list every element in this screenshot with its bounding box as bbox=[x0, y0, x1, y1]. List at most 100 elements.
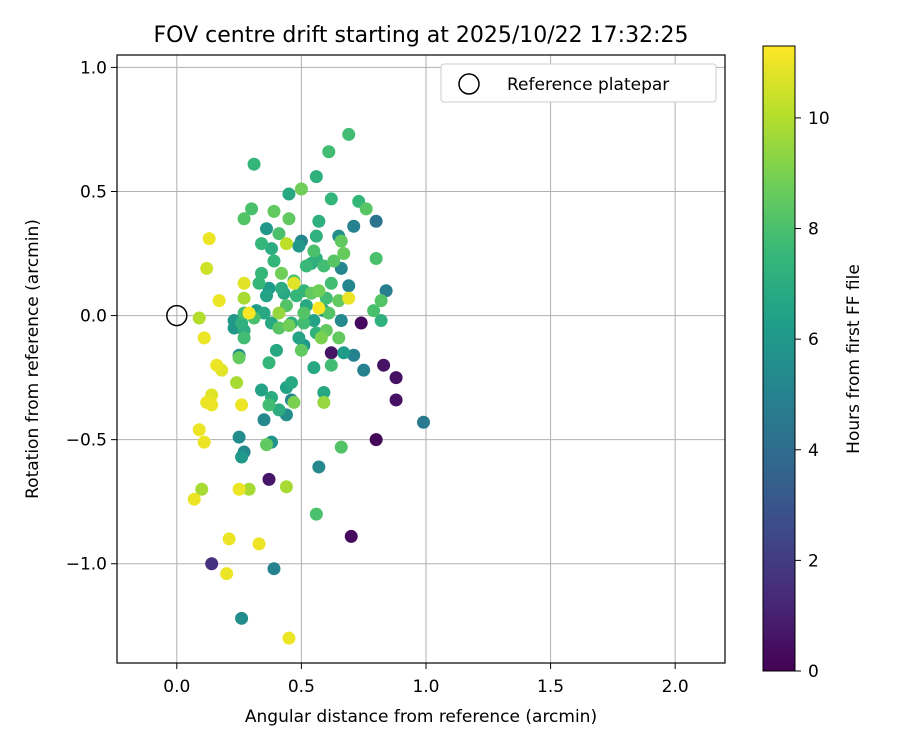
data-point bbox=[282, 318, 296, 332]
data-point bbox=[334, 234, 348, 248]
data-point bbox=[260, 222, 274, 236]
data-point bbox=[242, 306, 256, 320]
data-point bbox=[307, 314, 321, 328]
colorbar bbox=[762, 45, 796, 672]
data-point bbox=[312, 214, 326, 228]
data-point bbox=[212, 294, 226, 308]
colorbar-tick-label: 6 bbox=[808, 330, 819, 350]
data-point bbox=[309, 229, 323, 243]
data-point bbox=[274, 266, 288, 280]
data-point bbox=[297, 306, 311, 320]
data-point bbox=[369, 433, 383, 447]
x-tick-label: 0.5 bbox=[288, 677, 315, 697]
data-point bbox=[292, 239, 306, 253]
data-point bbox=[237, 276, 251, 290]
data-point bbox=[337, 346, 351, 360]
data-point bbox=[309, 507, 323, 521]
data-point bbox=[317, 259, 331, 273]
data-point bbox=[222, 532, 236, 546]
data-point bbox=[342, 127, 356, 141]
data-point bbox=[389, 393, 403, 407]
data-point bbox=[237, 291, 251, 305]
data-point bbox=[262, 356, 276, 370]
colorbar-label: Hours from first FF file bbox=[844, 264, 864, 454]
reference-point bbox=[166, 304, 188, 327]
data-point bbox=[312, 284, 326, 298]
data-point bbox=[347, 219, 361, 233]
legend-reference-marker bbox=[458, 73, 480, 95]
data-point bbox=[344, 529, 358, 543]
data-point bbox=[272, 306, 286, 320]
data-point bbox=[210, 358, 224, 372]
data-point bbox=[192, 311, 206, 325]
data-point bbox=[282, 631, 296, 645]
data-point bbox=[284, 376, 298, 390]
x-axis-label: Angular distance from reference (arcmin) bbox=[245, 707, 597, 727]
data-point bbox=[299, 259, 313, 273]
data-point bbox=[262, 398, 276, 412]
data-point bbox=[200, 261, 214, 275]
reference-marker bbox=[166, 304, 188, 327]
legend-label: Reference platepar bbox=[507, 75, 669, 95]
data-point bbox=[389, 371, 403, 385]
data-point bbox=[272, 227, 286, 241]
plot-frame bbox=[116, 54, 726, 664]
data-point bbox=[374, 294, 388, 308]
data-point bbox=[324, 276, 338, 290]
y-tick-label: 0.5 bbox=[80, 182, 107, 202]
data-point bbox=[237, 212, 251, 226]
scatter-points bbox=[187, 127, 430, 645]
data-point bbox=[267, 562, 281, 576]
data-point bbox=[260, 289, 274, 303]
data-point bbox=[322, 145, 336, 159]
data-point bbox=[334, 440, 348, 454]
data-point bbox=[294, 343, 308, 357]
data-point bbox=[337, 247, 351, 261]
data-point bbox=[327, 254, 341, 268]
data-point bbox=[369, 214, 383, 228]
data-point bbox=[235, 611, 249, 625]
x-axis-ticks: 0.0 0.5 1.0 1.5 2.0 bbox=[163, 663, 689, 697]
data-point bbox=[279, 480, 293, 494]
data-point bbox=[324, 358, 338, 372]
data-point bbox=[374, 314, 388, 328]
data-point bbox=[237, 331, 251, 345]
data-point bbox=[317, 395, 331, 409]
data-point bbox=[267, 204, 281, 218]
data-point bbox=[416, 415, 430, 429]
data-point bbox=[369, 251, 383, 265]
x-tick-label: 1.0 bbox=[412, 677, 439, 697]
data-point bbox=[309, 170, 323, 184]
data-point bbox=[255, 383, 269, 397]
data-point bbox=[255, 266, 269, 280]
data-point bbox=[205, 557, 219, 571]
y-axis-ticks: 1.0 0.5 0.0 −0.5 −1.0 bbox=[66, 58, 117, 575]
colorbar-tick-label: 0 bbox=[808, 662, 819, 682]
data-point bbox=[347, 348, 361, 362]
data-point bbox=[354, 316, 368, 330]
data-point bbox=[192, 423, 206, 437]
data-point bbox=[367, 304, 381, 318]
legend-box bbox=[440, 63, 717, 103]
y-tick-label: 0.0 bbox=[80, 307, 107, 327]
data-point bbox=[230, 376, 244, 390]
data-point bbox=[255, 237, 269, 251]
legend: Reference platepar bbox=[440, 63, 717, 103]
data-point bbox=[332, 331, 346, 345]
data-point bbox=[279, 237, 293, 251]
data-point bbox=[287, 276, 301, 290]
data-point bbox=[235, 398, 249, 412]
data-point bbox=[282, 187, 296, 201]
data-point bbox=[317, 386, 331, 400]
data-point bbox=[247, 157, 261, 171]
data-point bbox=[357, 363, 371, 377]
data-point bbox=[197, 435, 211, 449]
data-point bbox=[245, 202, 259, 216]
x-tick-label: 2.0 bbox=[662, 677, 689, 697]
data-point bbox=[289, 289, 303, 303]
data-point bbox=[197, 331, 211, 345]
data-point bbox=[359, 202, 373, 216]
data-point bbox=[342, 279, 356, 293]
data-point bbox=[257, 413, 271, 427]
